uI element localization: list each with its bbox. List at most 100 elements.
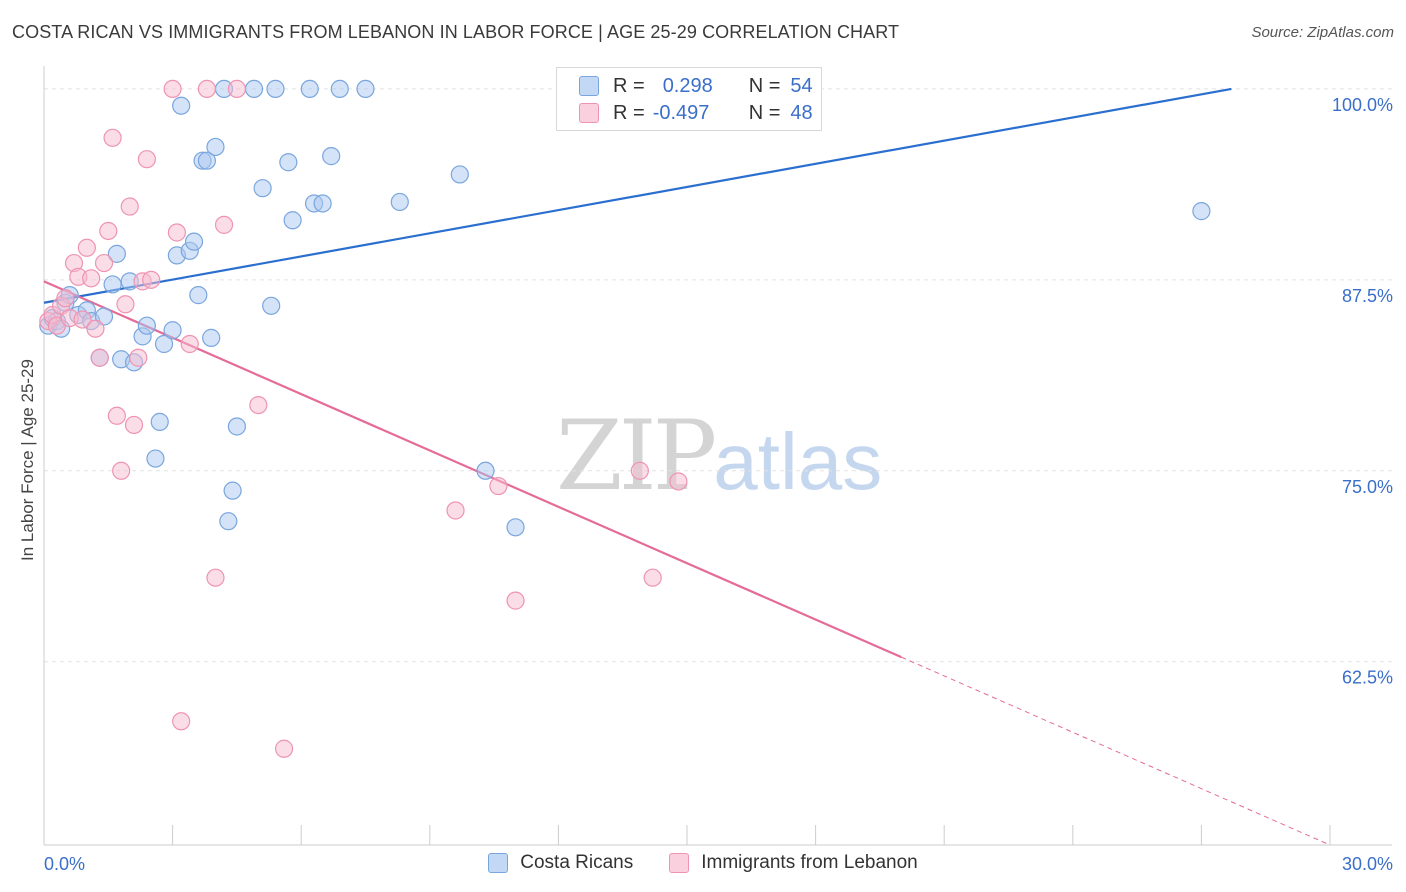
- r-label: R =: [613, 74, 645, 97]
- n-value: 48: [790, 101, 813, 124]
- data-point: [124, 415, 144, 435]
- data-point: [643, 568, 662, 587]
- blue-swatch: [488, 853, 509, 873]
- data-point: [154, 334, 174, 354]
- data-point: [253, 179, 272, 198]
- data-point: [107, 244, 126, 263]
- data-point: [446, 501, 465, 520]
- data-point: [330, 79, 349, 99]
- trend-line-extension: [901, 656, 1331, 846]
- data-point: [390, 192, 409, 212]
- data-point: [112, 461, 131, 480]
- data-point: [86, 319, 105, 338]
- data-point: [116, 295, 135, 314]
- data-point: [189, 286, 208, 305]
- data-point: [99, 221, 118, 241]
- data-point: [227, 79, 246, 99]
- data-point: [202, 328, 221, 347]
- data-point: [197, 79, 216, 99]
- data-point: [163, 79, 182, 99]
- data-point: [283, 211, 302, 230]
- data-point: [630, 461, 649, 480]
- data-point: [77, 238, 96, 257]
- data-point: [300, 79, 319, 99]
- data-point: [274, 739, 294, 758]
- data-point: [1192, 202, 1211, 221]
- n-label: N =: [748, 101, 781, 124]
- data-point: [506, 591, 525, 610]
- legend-label: Costa Ricans: [520, 852, 634, 873]
- watermark-atlas: atlas: [713, 417, 883, 506]
- watermark-zip: ZIP: [556, 400, 717, 512]
- data-point: [266, 79, 285, 99]
- data-point: [476, 461, 495, 480]
- data-point: [56, 289, 75, 308]
- data-point: [356, 79, 375, 99]
- data-point: [137, 316, 156, 335]
- data-point: [244, 79, 264, 99]
- legend-item-lebanon: Immigrants from Lebanon: [669, 852, 918, 874]
- data-point: [206, 137, 225, 157]
- data-point: [172, 712, 191, 731]
- data-point: [150, 412, 169, 431]
- data-point: [163, 321, 182, 340]
- data-point: [184, 232, 204, 251]
- data-point: [180, 334, 199, 354]
- trend-line: [43, 87, 1232, 304]
- r-value: -0.497: [652, 101, 710, 124]
- data-point: [214, 215, 234, 234]
- data-point: [262, 296, 281, 315]
- stats-row-costa-ricans: R = 0.298 N = 54: [579, 73, 813, 99]
- x-tick-label: 30.0%: [1342, 854, 1393, 874]
- data-point: [129, 348, 148, 367]
- data-point: [82, 269, 101, 288]
- y-tick-label: 62.5%: [1342, 668, 1393, 688]
- data-point: [227, 417, 246, 436]
- series-legend: Costa Ricans Immigrants from Lebanon: [0, 852, 1406, 874]
- source-credit: Source: ZipAtlas.com: [1251, 24, 1394, 41]
- watermark: ZIPatlas: [556, 400, 882, 512]
- data-point: [142, 270, 161, 289]
- blue-swatch: [579, 76, 599, 96]
- y-tick-label: 87.5%: [1342, 286, 1393, 306]
- data-point: [90, 348, 109, 367]
- pink-swatch: [669, 853, 690, 873]
- data-point: [197, 151, 216, 170]
- pink-swatch: [579, 103, 599, 123]
- data-point: [94, 253, 114, 273]
- y-tick-label: 100.0%: [1332, 95, 1393, 115]
- data-point: [249, 395, 268, 415]
- r-value: 0.298: [662, 74, 713, 97]
- legend-item-costa-ricans: Costa Ricans: [488, 852, 633, 874]
- n-label: N =: [748, 74, 781, 97]
- data-point: [322, 147, 341, 166]
- y-axis-label: In Labor Force | Age 25-29: [18, 359, 37, 561]
- data-point: [489, 476, 508, 496]
- legend-label: Immigrants from Lebanon: [701, 852, 918, 873]
- data-point: [206, 568, 225, 587]
- data-point: [172, 96, 191, 115]
- data-point: [137, 150, 156, 169]
- y-tick-label: 75.0%: [1342, 477, 1393, 497]
- data-point: [219, 512, 238, 531]
- r-label: R =: [613, 101, 645, 124]
- stats-row-lebanon: R = -0.497 N = 48: [579, 100, 813, 126]
- data-point: [669, 472, 688, 491]
- data-point: [120, 197, 139, 216]
- data-point: [107, 406, 126, 425]
- data-point: [313, 194, 332, 213]
- data-point: [167, 223, 186, 242]
- chart-title: COSTA RICAN VS IMMIGRANTS FROM LEBANON I…: [12, 22, 900, 42]
- data-point: [223, 481, 242, 500]
- data-point: [146, 449, 165, 468]
- data-point: [73, 310, 92, 329]
- data-point: [103, 275, 122, 294]
- n-value: 54: [790, 74, 813, 97]
- data-point: [450, 165, 469, 184]
- stats-legend: R = 0.298 N = 54 R = -0.497 N = 48: [556, 67, 822, 131]
- x-tick-label: 0.0%: [44, 854, 85, 874]
- data-point: [506, 518, 525, 537]
- data-point: [103, 128, 122, 147]
- data-point: [279, 153, 298, 172]
